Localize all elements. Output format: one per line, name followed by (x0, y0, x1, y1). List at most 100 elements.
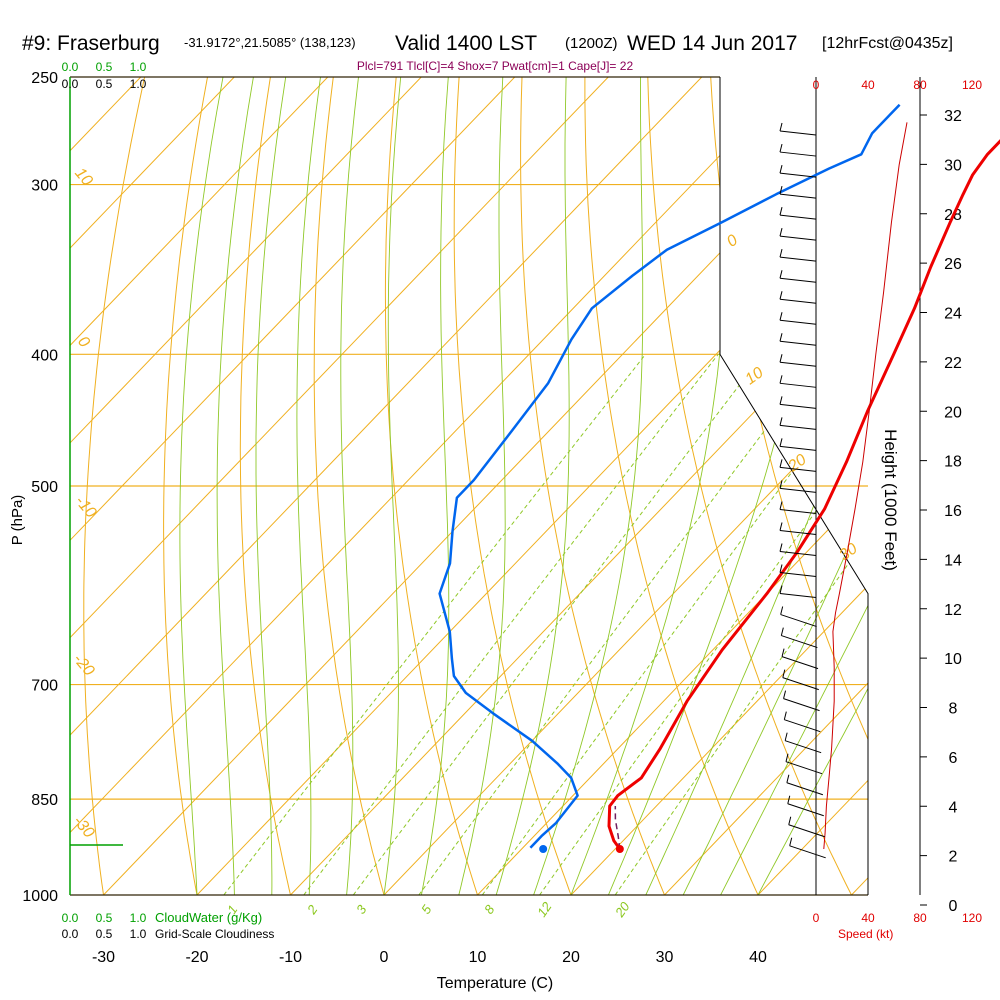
parcel-path-line (614, 805, 621, 850)
height-tick-label: 16 (944, 503, 962, 520)
cloudwater-bottom-tick: 0.5 (96, 911, 113, 925)
isotherm-line (70, 77, 329, 895)
temperature-tick-label: 20 (562, 949, 580, 966)
height-tick-label: 8 (949, 701, 958, 718)
height-tick-label: 26 (944, 256, 962, 273)
cloudiness-label: Grid-Scale Cloudiness (155, 927, 274, 941)
wind-barb-flag (779, 333, 783, 342)
moist-adiabat-line (757, 77, 868, 895)
wind-barb-flag (787, 795, 791, 804)
moist-adiabat-line (383, 77, 402, 895)
moist-adiabat-line (645, 77, 868, 895)
mixing-ratio-line (481, 354, 868, 895)
moist-adiabat-line (495, 77, 570, 895)
wind-speed-bottom-tick: 40 (861, 911, 875, 925)
mixing-ratio-label: 2 (304, 902, 321, 918)
dry-adiabat-line (83, 77, 146, 895)
frame-right-edge (719, 77, 869, 895)
wind-speed-top-tick: 120 (962, 78, 982, 92)
wind-barb-flag (779, 375, 783, 384)
wind-barb (779, 593, 817, 599)
moist-adiabat-line (340, 77, 359, 895)
moist-adiabat-label: 0 (74, 333, 93, 351)
isotherm-line (851, 77, 868, 895)
mixing-ratio-label: 20 (611, 899, 633, 921)
cloudiness-bottom-tick: 0.5 (96, 927, 113, 941)
wind-barb-flag (779, 207, 783, 216)
wind-speed-axis-label: Speed (kt) (838, 927, 893, 941)
plot-area (70, 77, 868, 895)
pressure-tick-label: 850 (31, 792, 58, 809)
wind-barb (787, 803, 824, 817)
title-date: WED 14 Jun 2017 (627, 32, 797, 55)
frame (69, 76, 927, 906)
mixing-ratio-line (352, 353, 764, 895)
wind-barb (779, 256, 817, 262)
wind-barb-flag (779, 122, 783, 132)
height-tick-label: 6 (949, 750, 958, 767)
moist-adiabat-label: -30 (70, 813, 98, 842)
wind-speed-top-tick: 0 (813, 78, 820, 92)
dry-adiabat-line (163, 77, 208, 895)
title-site: #9: Fraserburg (22, 32, 160, 55)
cloudwater-top-tick: 0.5 (96, 60, 113, 74)
wind-speed-top-tick: 80 (913, 78, 927, 92)
moist-adiabat-line (458, 77, 506, 895)
height-tick-label: 10 (944, 651, 962, 668)
mixing-ratio-label: 3 (353, 902, 370, 917)
moist-adiabat-label: -10 (72, 493, 100, 522)
wind-barb-flag (781, 648, 785, 657)
isotherm-line (70, 77, 703, 895)
height-tick-label: 24 (944, 306, 962, 323)
isotherm-line (383, 77, 868, 895)
wind-barb (781, 635, 818, 649)
surface-dewpoint-point (539, 844, 548, 853)
height-axis-label: Height (1000 Feet) (881, 429, 900, 571)
wind-barb-flag (779, 396, 783, 405)
dry-adiabat-label: 10 (742, 364, 766, 388)
wind-barb (780, 614, 817, 628)
pressure-tick-label: 1000 (22, 888, 58, 905)
isotherm-line (70, 77, 422, 895)
wind-barb (779, 424, 817, 430)
temperature-profile-line (607, 139, 1000, 850)
dry-adiabat-line (647, 77, 852, 895)
x-axis-label: Temperature (C) (437, 975, 553, 992)
isotherm-line (70, 77, 235, 895)
wind-barb-flag (789, 837, 793, 846)
wind-barb (779, 172, 817, 178)
wind-speed-line (823, 122, 908, 850)
temperature-tick-label: -30 (92, 949, 115, 966)
surface-temperature-point (615, 844, 624, 853)
wind-barb (779, 319, 817, 325)
temperature-tick-label: -20 (185, 949, 208, 966)
moist-adiabat-line (420, 77, 450, 895)
wind-barb (779, 550, 817, 556)
isotherm-line (664, 77, 868, 895)
moist-adiabat-line (720, 77, 868, 895)
dry-adiabat-line (584, 77, 759, 895)
wind-barb (779, 466, 817, 472)
wind-barb (779, 298, 817, 304)
wind-barb-flag (779, 501, 783, 510)
indices-line: Plcl=791 Tlcl[C]=4 Shox=7 Pwat[cm]=1 Cap… (357, 59, 634, 73)
height-tick-label: 20 (944, 404, 962, 421)
isotherm-line (477, 77, 868, 895)
wind-barb-flag (779, 585, 783, 594)
height-tick-label: 22 (944, 355, 962, 372)
height-tick-label: 32 (944, 108, 962, 125)
wind-barb-flag (779, 164, 783, 174)
dewpoint-profile-line (438, 103, 901, 849)
cloudwater-bottom-tick: 0.0 (62, 911, 79, 925)
temperature-tick-label: -10 (279, 949, 302, 966)
y-axis-label: P (hPa) (9, 495, 26, 546)
wind-barb-flag (779, 522, 783, 531)
temperature-tick-label: 40 (749, 949, 767, 966)
wind-barb-flag (779, 291, 783, 300)
wind-barb-flag (782, 669, 786, 678)
isotherm-line (70, 77, 516, 895)
wind-barb-flag (780, 606, 784, 615)
wind-barb (779, 361, 817, 367)
title-zulu: (1200Z) (565, 35, 618, 52)
isotherm-line (70, 77, 609, 895)
